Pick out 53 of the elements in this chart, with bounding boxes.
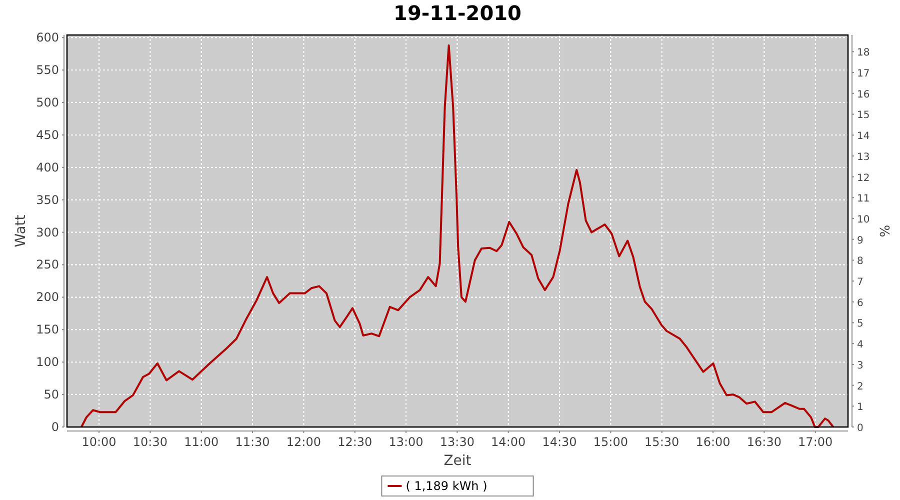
y2-tick-label: 10 [857, 214, 870, 226]
y2-tick-label: 6 [857, 298, 864, 309]
y-tick-label: 150 [36, 322, 59, 337]
line-series [80, 44, 834, 428]
y-tick-label: 450 [36, 128, 59, 142]
y2-tick-label: 17 [857, 68, 870, 80]
y2-tick-label: 11 [857, 194, 870, 205]
x-tick-label: 17:00 [798, 435, 833, 449]
y-tick-label: 200 [36, 290, 59, 304]
chart-title: 19-11-2010 [394, 1, 522, 25]
x-tick-label: 15:30 [644, 435, 680, 449]
y2-tick-label: 1 [857, 402, 864, 414]
x-tick-label: 13:30 [440, 435, 474, 449]
y2-tick-label: 18 [857, 48, 870, 59]
x-tick-label: 10:00 [82, 435, 116, 449]
y2-tick-label: 3 [857, 360, 864, 372]
y-tick-label: 600 [36, 30, 59, 45]
y-tick-label: 0 [51, 420, 59, 434]
x-tick-label: 10:30 [132, 435, 168, 449]
y2-tick-label: 0 [857, 423, 864, 434]
y-axis-title: Watt [13, 214, 29, 248]
x-tick-label: 11:00 [184, 435, 219, 449]
y2-tick-label: 9 [857, 235, 864, 246]
x-axis-title: Zeit [444, 453, 472, 469]
y2-tick-label: 5 [857, 318, 864, 330]
x-tick-label: 11:30 [235, 435, 270, 449]
x-tick-label: 14:30 [542, 435, 577, 449]
y2-tick-label: 16 [857, 89, 870, 100]
x-tick-label: 16:00 [696, 435, 730, 449]
x-tick-label: 14:00 [491, 435, 526, 449]
y-tick-label: 250 [36, 258, 59, 272]
y-tick-label: 350 [36, 192, 59, 207]
y2-tick-label: 14 [857, 131, 870, 142]
y-tick-label: 400 [36, 160, 59, 174]
x-tick-label: 13:00 [388, 435, 424, 449]
y-tick-label: 100 [36, 355, 59, 370]
y2-tick-label: 15 [857, 110, 870, 122]
legend-label: ( 1,189 kWh ) [406, 479, 488, 493]
x-tick-label: 15:00 [593, 435, 628, 449]
y2-tick-label: 8 [857, 256, 864, 268]
y-tick-label: 500 [36, 95, 59, 110]
y2-tick-label: 12 [857, 172, 870, 184]
y2-tick-label: 2 [857, 381, 864, 392]
y2-tick-label: 13 [857, 152, 870, 163]
y-tick-label: 300 [36, 225, 59, 240]
y-tick-label: 50 [44, 388, 59, 402]
y2-tick-label: 7 [857, 277, 864, 288]
y-tick-label: 550 [36, 63, 59, 78]
x-tick-label: 12:00 [286, 435, 321, 449]
y2-axis-title: % [876, 224, 891, 238]
x-tick-label: 12:30 [338, 435, 372, 449]
x-tick-label: 16:30 [746, 435, 782, 449]
y2-tick-label: 4 [857, 340, 864, 351]
